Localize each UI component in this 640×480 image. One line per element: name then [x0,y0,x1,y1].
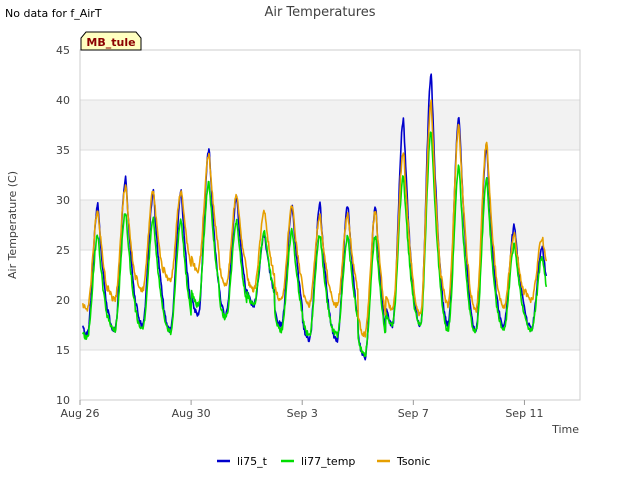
x-tick-label: Sep 7 [398,407,429,420]
y-tick-label-10: 10 [56,394,70,407]
series-line-Tsonic [82,99,548,338]
legend-label-li77_temp: li77_temp [301,455,355,468]
y-tick-label-30: 30 [56,194,70,207]
plot-frame [79,49,581,401]
y-tick-label-45: 45 [56,44,70,57]
y-tick-label-25: 25 [56,244,70,257]
y-tick-label-20: 20 [56,294,70,307]
x-tick-label: Sep 3 [287,407,318,420]
station-badge: MB_tule [80,31,142,51]
badge-label: MB_tule [86,36,135,49]
legend-label-li75_t: li75_t [237,455,268,468]
y-tick-label-15: 15 [56,344,70,357]
band-25 [80,200,580,250]
x-axis-label: Time [551,423,579,436]
series-line-li77_temp [82,131,548,358]
y-axis-ticks: 10 15 20 25 30 35 40 45 [56,44,70,407]
x-tick-label: Aug 26 [61,407,100,420]
no-data-notice: No data for f_AirT [5,7,102,20]
x-tick-label: Sep 11 [505,407,543,420]
legend-label-Tsonic: Tsonic [396,455,430,468]
plot-background-bands [80,100,580,350]
y-tick-label-35: 35 [56,144,70,157]
y-axis-label: Air Temperature (C) [6,171,19,279]
chart-title: Air Temperatures [264,5,375,20]
series-lines [82,73,548,361]
band-35 [80,100,580,150]
badge-shape [80,31,142,51]
legend: li75_t li77_temp Tsonic [217,455,430,468]
y-tick-label-40: 40 [56,94,70,107]
x-tick-label: Aug 30 [172,407,211,420]
x-axis-ticks: Aug 26 Aug 30 Sep 3 Sep 7 Sep 11 [61,400,544,420]
